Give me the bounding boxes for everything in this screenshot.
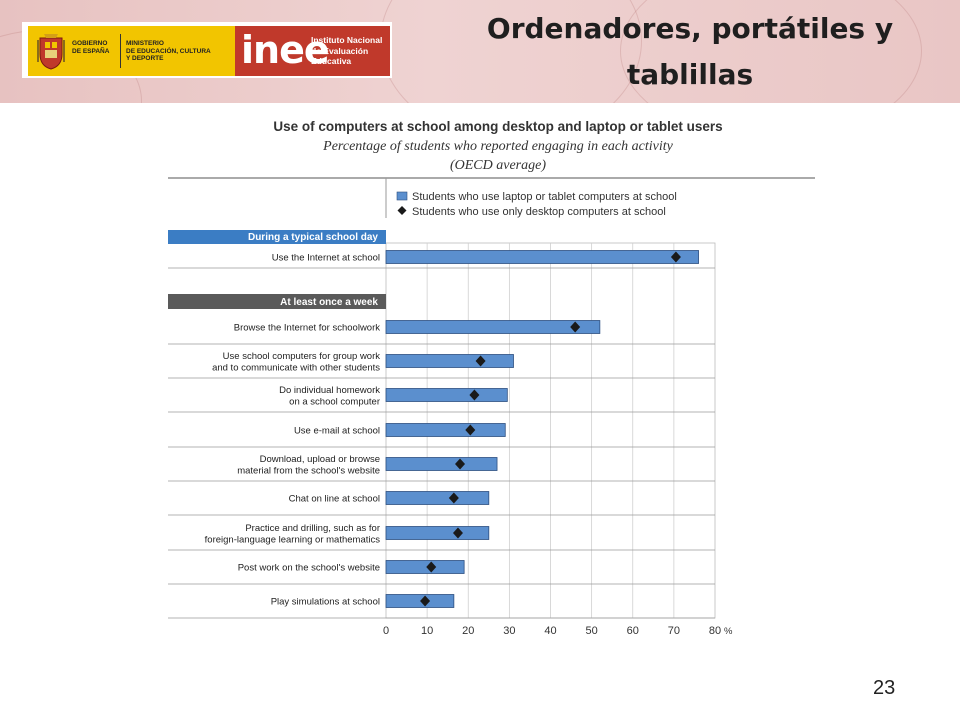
category-label: Chat on line at school [289, 494, 380, 505]
bar-laptop-tablet [385, 423, 506, 437]
bar-laptop-tablet [385, 388, 508, 402]
marker-desktop-only [455, 458, 466, 470]
government-logo: GOBIERNO DE ESPAÑA MINISTERIO DE EDUCACI… [28, 26, 235, 76]
logo-banner: GOBIERNO DE ESPAÑA MINISTERIO DE EDUCACI… [22, 22, 392, 78]
logo-divider [120, 34, 121, 68]
section-header-label: During a typical school day [248, 232, 378, 243]
institute-label: Instituto Nacional de Evaluación Educati… [311, 35, 383, 66]
marker-desktop-only [670, 251, 681, 263]
background-swirl [620, 0, 922, 103]
category-label: Browse the Internet for schoolwork [234, 323, 381, 334]
government-label: GOBIERNO DE ESPAÑA [72, 40, 110, 55]
coat-of-arms-icon [37, 34, 65, 70]
x-tick-label: 20 [462, 625, 474, 637]
marker-desktop-only [448, 492, 459, 504]
legend-diamond-marker [397, 206, 407, 215]
x-unit-label: % [724, 626, 733, 637]
category-label: Practice and drilling, such as for foreig… [205, 523, 381, 546]
category-label: Use e-mail at school [294, 426, 380, 437]
category-label: Download, upload or browse material from … [237, 454, 380, 477]
chart-title: Use of computers at school among desktop… [273, 119, 722, 134]
category-label: Use school computers for group work and t… [212, 351, 380, 374]
bar-laptop-tablet [385, 594, 455, 608]
chart-subtitle-2: (OECD average) [450, 158, 546, 173]
category-label: Play simulations at school [271, 597, 380, 608]
marker-desktop-only [452, 527, 463, 539]
marker-desktop-only [469, 389, 480, 401]
legend-label: Students who use only desktop computers … [412, 206, 666, 218]
marker-desktop-only [465, 424, 476, 436]
x-tick-label: 10 [421, 625, 433, 637]
section-header [168, 294, 386, 309]
ministry-label: MINISTERIO DE EDUCACIÓN, CULTURA Y DEPOR… [126, 40, 211, 62]
legend-bar-swatch [396, 191, 408, 201]
marker-desktop-only [475, 355, 486, 367]
bar-laptop-tablet [385, 250, 699, 264]
x-tick-label: 60 [627, 625, 639, 637]
category-label: Post work on the school's website [238, 563, 380, 574]
page-number: 23 [873, 677, 896, 699]
bar-laptop-tablet [385, 457, 498, 471]
x-tick-label: 80 [709, 625, 721, 637]
marker-desktop-only [420, 595, 431, 607]
inee-logo: inee Instituto Nacional de Evaluación Ed… [235, 26, 390, 76]
marker-desktop-only [426, 561, 437, 573]
x-tick-label: 40 [544, 625, 556, 637]
x-tick-label: 70 [668, 625, 680, 637]
bar-laptop-tablet [385, 354, 514, 368]
category-label: Do individual homework on a school comput… [279, 385, 380, 408]
x-tick-label: 50 [586, 625, 598, 637]
legend-label: Students who use laptop or tablet comput… [412, 191, 677, 203]
slide-title: Ordenadores, portátiles y tablillas [486, 12, 894, 91]
inee-wordmark: inee [241, 28, 330, 72]
bar-laptop-tablet [385, 491, 490, 505]
chart-subtitle: Percentage of students who reported enga… [322, 139, 673, 154]
section-header [168, 230, 386, 244]
marker-desktop-only [570, 321, 581, 333]
bar-laptop-tablet [385, 560, 465, 574]
category-label: Use the Internet at school [272, 253, 380, 264]
section-header-label: At least once a week [280, 297, 378, 308]
bar-laptop-tablet [385, 526, 490, 540]
x-tick-label: 30 [503, 625, 515, 637]
x-tick-label: 0 [383, 625, 389, 637]
bar-laptop-tablet [385, 320, 601, 334]
